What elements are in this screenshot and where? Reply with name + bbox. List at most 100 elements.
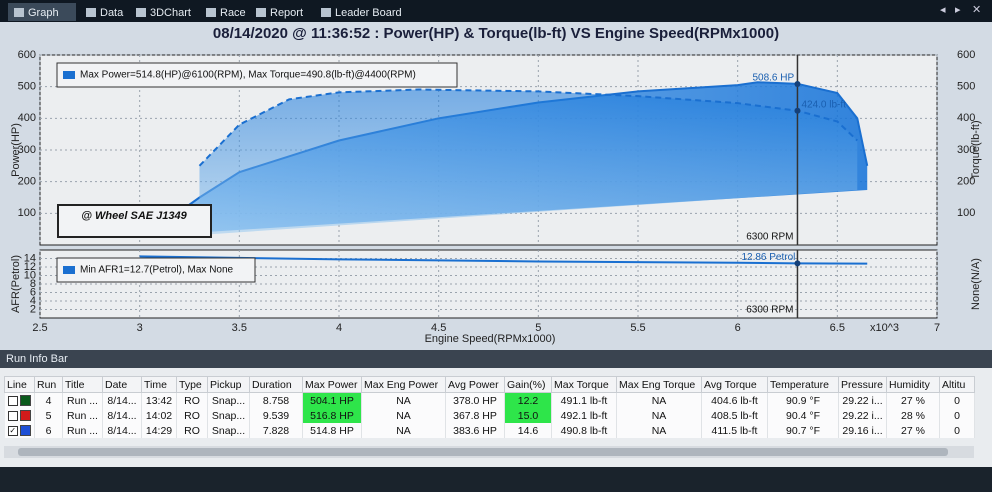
tab-icon (14, 8, 24, 17)
column-header[interactable]: Time (141, 376, 177, 393)
checkbox[interactable] (7, 410, 18, 421)
cell: 29.16 i... (838, 423, 887, 438)
cell: 7.828 (249, 423, 303, 438)
cell: 8/14... (102, 392, 142, 408)
y-tick-label: 6 (30, 286, 36, 298)
column-header[interactable]: Gain(%) (504, 376, 552, 393)
cell: 491.1 lb-ft (551, 392, 617, 408)
tab-icon (86, 8, 96, 17)
tab[interactable]: Leader Board (335, 7, 402, 19)
column-header[interactable]: Date (102, 376, 142, 393)
column-header[interactable]: Type (176, 376, 208, 393)
y-tick-label: 14 (24, 252, 36, 264)
x-tick-label: 5.5 (630, 322, 645, 334)
cell: 90.9 °F (767, 392, 839, 408)
cell: 14:29 (141, 423, 177, 438)
column-header[interactable]: Avg Torque (701, 376, 768, 393)
run-info-bar: Run Info Bar Line Run Title Date Time Type Pic… (0, 350, 992, 492)
y-tick-label: 400 (18, 112, 36, 124)
cell: 383.6 HP (445, 423, 505, 438)
cell: NA (361, 408, 446, 423)
tab[interactable]: Report (270, 7, 303, 19)
x-tick-label: 7 (934, 322, 940, 334)
cursor-label: 6300 RPM (746, 305, 793, 316)
line-color (19, 395, 31, 407)
column-header[interactable]: Max Power (302, 376, 362, 393)
tab[interactable]: Data (100, 7, 124, 19)
annotation: 424.0 lb-ft (801, 99, 846, 110)
tab[interactable]: Race (220, 7, 246, 19)
y-axis-label: Power(HP) (10, 123, 22, 177)
annotation-dot (794, 107, 801, 114)
y2-tick-label: 400 (957, 112, 975, 124)
cell: 29.22 i... (838, 408, 887, 423)
checkbox[interactable]: ✓ (7, 425, 18, 436)
scroll-thumb[interactable] (18, 448, 948, 456)
series-line (139, 255, 868, 265)
cell: 8/14... (102, 408, 142, 423)
cell: 514.8 HP (302, 423, 362, 438)
column-header[interactable]: Pickup (207, 376, 250, 393)
column-header[interactable]: Duration (249, 376, 303, 393)
cell: NA (361, 392, 446, 408)
x-tick-label: 5 (535, 322, 541, 334)
cell: 8.758 (249, 392, 303, 408)
cell: 13:42 (141, 392, 177, 408)
column-header[interactable]: Avg Power (445, 376, 505, 393)
cell: Snap... (207, 408, 250, 423)
cell: NA (616, 423, 702, 438)
column-header[interactable]: Run (34, 376, 63, 393)
legend-text: Min AFR1=12.7(Petrol), Max None (80, 265, 234, 276)
table-row[interactable]: 5 Run ... 8/14... 14:02 RO Snap... 9.539 516.8 … (4, 408, 975, 423)
tab[interactable]: Graph (28, 7, 59, 19)
table-row[interactable]: ✓ 6 Run ... 8/14... 14:29 RO Snap... 7.828 514.8… (4, 423, 975, 438)
checkbox[interactable] (7, 395, 18, 406)
y2-tick-label: 200 (957, 176, 975, 188)
x-axis-label: Engine Speed(RPMx1000) (425, 333, 556, 345)
y-tick-label: 8 (30, 278, 36, 290)
cell: NA (361, 423, 446, 438)
column-header[interactable]: Pressure (838, 376, 887, 393)
column-header[interactable]: Max Eng Torque (616, 376, 702, 393)
x-tick-label: 2.5 (32, 322, 47, 334)
x-tick-label: 3.5 (232, 322, 247, 334)
cell: 14.6 (504, 423, 552, 438)
column-header[interactable]: Title (62, 376, 103, 393)
area (199, 89, 858, 236)
y2-tick-label: 300 (957, 144, 975, 156)
y2-tick-label: 500 (957, 81, 975, 93)
y2-axis-label: Torque(lb-ft) (970, 120, 982, 179)
column-header[interactable]: Humidity (886, 376, 940, 393)
column-header[interactable]: Max Eng Power (361, 376, 446, 393)
cursor-label: 6300 RPM (746, 232, 793, 243)
x-tick-label: 6.5 (830, 322, 845, 334)
cell: 90.4 °F (767, 408, 839, 423)
annotation: 508.6 HP (752, 73, 794, 84)
cell: 27 % (886, 392, 940, 408)
cell: 27 % (886, 423, 940, 438)
y-axis-label: AFR(Petrol) (10, 255, 22, 313)
cell: 6 (34, 423, 63, 438)
tab-control: ◂ (940, 4, 946, 16)
cell: 408.5 lb-ft (701, 408, 768, 423)
annotation: 12.86 Petrol (741, 252, 795, 263)
tab-icon (256, 8, 266, 17)
column-header[interactable]: Max Torque (551, 376, 617, 393)
column-header[interactable]: Line (4, 376, 35, 393)
tab[interactable]: 3DChart (150, 7, 191, 19)
cell: 404.6 lb-ft (701, 392, 768, 408)
scrollbar[interactable] (4, 446, 974, 458)
chart-title: 08/14/2020 @ 11:36:52 : Power(HP) & Torq… (213, 25, 779, 42)
tab-icon (321, 8, 331, 17)
cell: 411.5 lb-ft (701, 423, 768, 438)
graph-panel: Graph Data 3DChart Race Report Leader Board ◂ ▸… (0, 0, 992, 350)
cell: 0 (939, 423, 975, 438)
y-tick-label: 600 (18, 49, 36, 61)
tab-control: ▸ (955, 4, 961, 16)
y2-tick-label: 600 (957, 49, 975, 61)
column-header[interactable]: Temperature (767, 376, 839, 393)
table-row[interactable]: 4 Run ... 8/14... 13:42 RO Snap... 8.758 504.1 … (4, 392, 975, 408)
cell: Run ... (62, 408, 103, 423)
y-tick-label: 100 (18, 207, 36, 219)
column-header[interactable]: Altitu (939, 376, 975, 393)
